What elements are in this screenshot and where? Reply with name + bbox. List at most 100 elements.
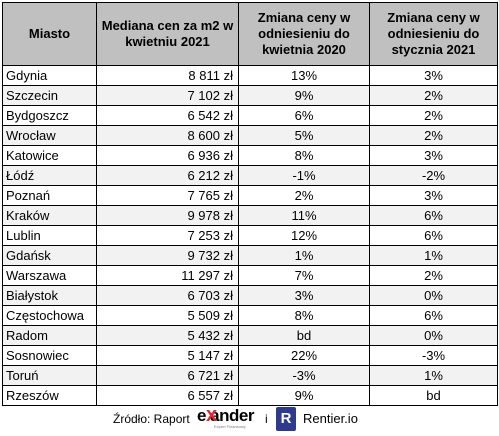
change-yoy-cell: -1% (238, 165, 370, 186)
city-cell: Radom (2, 325, 97, 346)
table-row: Szczecin 7 102 zł 9% 2% (2, 85, 498, 106)
change-ytd-cell: 3% (369, 145, 498, 166)
change-ytd-cell: 6% (369, 225, 498, 246)
expander-logo: e ander x Expert Finansowy (197, 405, 261, 431)
table-header: Miasto Mediana cen za m2 w kwietniu 2021… (2, 2, 498, 66)
table-row: Sosnowiec 5 147 zł 22% -3% (2, 345, 498, 366)
rentier-logo-icon: R (276, 407, 296, 431)
price-cell: 6 542 zł (96, 105, 239, 126)
price-table: Miasto Mediana cen za m2 w kwietniu 2021… (2, 2, 498, 406)
rentier-wordmark: Rentier.io (303, 411, 358, 426)
header-change-ytd: Zmiana ceny w odniesieniu do stycznia 20… (369, 2, 498, 66)
change-yoy-cell: 13% (238, 65, 370, 86)
change-yoy-cell: 12% (238, 225, 370, 246)
source-footer: Źródło: Raport e ander x Expert Finansow… (0, 403, 499, 435)
price-cell: 5 147 zł (96, 345, 239, 366)
table-row: Białystok 6 703 zł 3% 0% (2, 285, 498, 306)
change-ytd-cell: 6% (369, 205, 498, 226)
city-cell: Poznań (2, 185, 97, 206)
price-cell: 6 936 zł (96, 145, 239, 166)
change-ytd-cell: 2% (369, 125, 498, 146)
table-row: Bydgoszcz 6 542 zł 6% 2% (2, 105, 498, 126)
table-row: Kraków 9 978 zł 11% 6% (2, 205, 498, 226)
city-cell: Katowice (2, 145, 97, 166)
change-yoy-cell: 6% (238, 105, 370, 126)
table-row: Gdynia 8 811 zł 13% 3% (2, 65, 498, 86)
price-cell: 7 253 zł (96, 225, 239, 246)
table-row: Radom 5 432 zł bd 0% (2, 325, 498, 346)
price-cell: 8 600 zł (96, 125, 239, 146)
change-yoy-cell: 5% (238, 125, 370, 146)
change-yoy-cell: -3% (238, 365, 370, 386)
header-median-price: Mediana cen za m2 w kwietniu 2021 (96, 2, 239, 66)
change-yoy-cell: 8% (238, 145, 370, 166)
change-ytd-cell: 1% (369, 245, 498, 266)
table-row: Poznań 7 765 zł 2% 3% (2, 185, 498, 206)
table-row: Lublin 7 253 zł 12% 6% (2, 225, 498, 246)
change-yoy-cell: 9% (238, 85, 370, 106)
change-yoy-cell: 22% (238, 345, 370, 366)
table-row: Toruń 6 721 zł -3% 1% (2, 365, 498, 386)
table-row: Rzeszów 6 557 zł 9% bd (2, 385, 498, 406)
change-yoy-cell: 9% (238, 385, 370, 406)
city-cell: Kraków (2, 205, 97, 226)
and-word: i (265, 412, 268, 426)
price-cell: 5 432 zł (96, 325, 239, 346)
price-cell: 6 703 zł (96, 285, 239, 306)
city-cell: Łódź (2, 165, 97, 186)
price-cell: 6 721 zł (96, 365, 239, 386)
price-cell: 5 509 zł (96, 305, 239, 326)
change-ytd-cell: 0% (369, 325, 498, 346)
city-cell: Warszawa (2, 265, 97, 286)
price-cell: 11 297 zł (96, 265, 239, 286)
city-cell: Gdańsk (2, 245, 97, 266)
change-yoy-cell: 7% (238, 265, 370, 286)
expander-wordmark: e ander (197, 406, 254, 425)
header-row: Miasto Mediana cen za m2 w kwietniu 2021… (2, 2, 498, 66)
table-row: Częstochowa 5 509 zł 8% 6% (2, 305, 498, 326)
price-cell: 7 102 zł (96, 85, 239, 106)
city-cell: Sosnowiec (2, 345, 97, 366)
change-ytd-cell: 2% (369, 105, 498, 126)
table-row: Gdańsk 9 732 zł 1% 1% (2, 245, 498, 266)
change-ytd-cell: 6% (369, 305, 498, 326)
price-cell: 9 978 zł (96, 205, 239, 226)
city-cell: Rzeszów (2, 385, 97, 406)
price-cell: 6 212 zł (96, 165, 239, 186)
change-ytd-cell: 3% (369, 65, 498, 86)
price-cell: 9 732 zł (96, 245, 239, 266)
change-yoy-cell: bd (238, 325, 370, 346)
change-yoy-cell: 3% (238, 285, 370, 306)
table-row: Wrocław 8 600 zł 5% 2% (2, 125, 498, 146)
change-ytd-cell: 1% (369, 365, 498, 386)
change-yoy-cell: 8% (238, 305, 370, 326)
change-ytd-cell: bd (369, 385, 498, 406)
header-change-yoy: Zmiana ceny w odniesieniu do kwietnia 20… (238, 2, 370, 66)
table-body: Gdynia 8 811 zł 13% 3% Szczecin 7 102 zł 9% 2% B… (2, 65, 498, 406)
table-row: Katowice 6 936 zł 8% 3% (2, 145, 498, 166)
source-label: Źródło: Raport (113, 412, 190, 426)
city-cell: Gdynia (2, 65, 97, 86)
change-ytd-cell: -2% (369, 165, 498, 186)
city-cell: Toruń (2, 365, 97, 386)
change-ytd-cell: 2% (369, 85, 498, 106)
change-ytd-cell: 0% (369, 285, 498, 306)
change-ytd-cell: 3% (369, 185, 498, 206)
change-yoy-cell: 11% (238, 205, 370, 226)
change-ytd-cell: 2% (369, 265, 498, 286)
city-cell: Lublin (2, 225, 97, 246)
price-cell: 7 765 zł (96, 185, 239, 206)
city-cell: Częstochowa (2, 305, 97, 326)
city-cell: Bydgoszcz (2, 105, 97, 126)
change-yoy-cell: 1% (238, 245, 370, 266)
table-row: Warszawa 11 297 zł 7% 2% (2, 265, 498, 286)
price-cell: 8 811 zł (96, 65, 239, 86)
city-cell: Wrocław (2, 125, 97, 146)
city-cell: Białystok (2, 285, 97, 306)
city-cell: Szczecin (2, 85, 97, 106)
change-yoy-cell: 2% (238, 185, 370, 206)
table-row: Łódź 6 212 zł -1% -2% (2, 165, 498, 186)
header-city: Miasto (2, 2, 97, 66)
expander-tagline: Expert Finansowy (214, 424, 246, 429)
